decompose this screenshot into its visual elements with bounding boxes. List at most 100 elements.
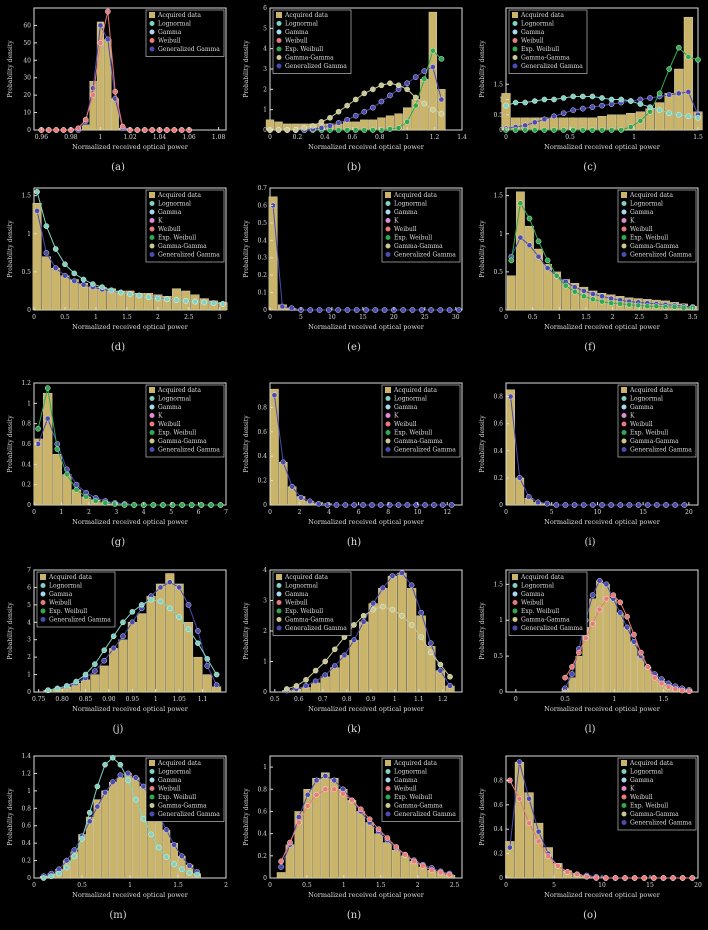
y-tick-label: 4: [27, 619, 31, 626]
fit-marker: [570, 93, 576, 100]
fit-marker: [102, 761, 108, 768]
legend-marker: [276, 600, 282, 605]
legend-entry: Gamma-Gamma: [394, 803, 443, 810]
chart-svg: 0 0.5 1 1.5 2 2.5 0 0.2 0.4 0.6 0.8 1 Normalized rec…: [243, 755, 463, 899]
legend-swatch-bar: [385, 760, 391, 766]
fit-marker: [379, 603, 386, 610]
fit-marker: [439, 502, 446, 508]
fit-marker: [430, 106, 436, 113]
x-tick-label: 0.5: [77, 882, 87, 889]
x-tick-label: 1: [94, 314, 98, 321]
legend-box: [508, 9, 588, 74]
fit-marker: [182, 298, 189, 304]
legend-entry: Generalized Gamma: [158, 447, 220, 454]
y-tick-label: 5: [27, 602, 31, 609]
fit-marker: [590, 502, 596, 508]
histogram-bar: [339, 655, 350, 693]
legend-marker: [149, 243, 155, 249]
histogram-bar: [575, 655, 583, 693]
y-tick-label: 20: [23, 92, 31, 99]
y-tick-label: 2: [263, 628, 267, 635]
chart-panel-j: 0.75 0.80 0.85 0.90 0.95 1 1.05 1.1 0 1 2 3 4 5 6 7 Norm…: [0, 562, 236, 742]
fit-marker: [503, 102, 509, 109]
fit-marker: [551, 127, 557, 133]
panel-caption: (f): [584, 342, 596, 353]
fit-marker: [437, 869, 444, 876]
fit-marker: [344, 117, 350, 123]
fit-marker: [52, 246, 59, 252]
chart-svg: 0 0.5 1 1.5 0 0.5 1 1.5 Normalized received opti…: [479, 569, 699, 713]
y-axis-label: Probability density: [243, 602, 250, 660]
legend-marker: [621, 794, 627, 800]
fit-marker: [456, 307, 462, 313]
legend-entry: Generalized Gamma: [285, 625, 347, 632]
legend-marker: [149, 209, 155, 215]
fit-marker: [145, 294, 152, 300]
legend-marker: [385, 421, 391, 427]
x-tick-label: 0.6: [294, 696, 304, 703]
legend-marker: [621, 447, 627, 452]
fit-marker: [342, 502, 349, 508]
x-tick-label: 0.5: [565, 134, 575, 141]
y-tick-label: 2: [27, 654, 31, 661]
x-tick-label: 0.9: [366, 696, 376, 703]
y-tick-label: 50: [23, 40, 31, 47]
y-tick-label: 0.4: [257, 831, 267, 838]
fit-marker: [395, 82, 402, 89]
legend-marker: [149, 430, 155, 435]
legend-marker: [385, 811, 391, 817]
legend-marker: [621, 413, 627, 418]
y-tick-label: 0: [263, 689, 267, 696]
legend-entry: Acquired data: [629, 192, 673, 199]
legend-marker: [512, 63, 518, 69]
fit-marker: [275, 127, 282, 133]
y-tick-label: 0.5: [257, 220, 267, 227]
fit-marker: [185, 626, 192, 633]
fit-marker: [110, 645, 117, 652]
y-tick-label: 0.4: [257, 237, 267, 244]
y-tick-label: 6: [27, 584, 31, 591]
fit-marker: [94, 783, 101, 790]
y-tick-label: 0.6: [493, 802, 503, 809]
y-tick-label: 0.8: [21, 421, 31, 428]
fit-marker: [570, 127, 576, 133]
panel-caption: (o): [583, 910, 597, 921]
x-tick-label: 15: [359, 314, 367, 321]
fit-marker: [580, 127, 586, 133]
fit-marker: [176, 584, 182, 591]
chart-svg: 0 0.5 1 1.5 2 2.5 3 0 0.5 1 1.5 Normalized received…: [7, 187, 228, 331]
fit-marker: [279, 303, 286, 310]
x-tick-label: 10: [594, 509, 602, 516]
fit-marker: [551, 113, 557, 120]
fit-marker: [60, 127, 67, 133]
fit-marker: [695, 57, 701, 63]
fit-marker: [421, 100, 428, 107]
fit-marker: [52, 265, 59, 271]
fit-marker: [608, 96, 615, 103]
fit-marker: [360, 612, 367, 619]
fit-marker: [553, 502, 560, 508]
fit-marker: [574, 871, 580, 878]
fit-marker: [671, 304, 678, 310]
histogram-bar: [144, 293, 154, 311]
legend-marker: [385, 252, 391, 257]
legend-marker: [276, 38, 282, 43]
legend-marker: [621, 811, 627, 817]
y-tick-label: 30: [23, 75, 31, 82]
legend-swatch-bar: [621, 760, 627, 766]
panel-caption: (b): [346, 162, 362, 173]
fit-marker: [40, 875, 47, 881]
histogram-bar: [406, 588, 417, 693]
legend-swatch-bar: [149, 760, 155, 766]
legend-marker: [385, 218, 391, 223]
fit-marker: [280, 459, 287, 466]
fit-marker: [188, 502, 195, 508]
fit-marker: [427, 649, 434, 656]
fit-marker: [167, 579, 173, 586]
y-tick-label: 0.8: [257, 786, 267, 793]
x-tick-label: 3: [218, 314, 222, 321]
legend-marker: [276, 625, 282, 631]
legend-entry: Generalized Gamma: [521, 63, 583, 70]
fit-marker: [582, 635, 589, 641]
y-tick-label: 6: [263, 5, 267, 12]
